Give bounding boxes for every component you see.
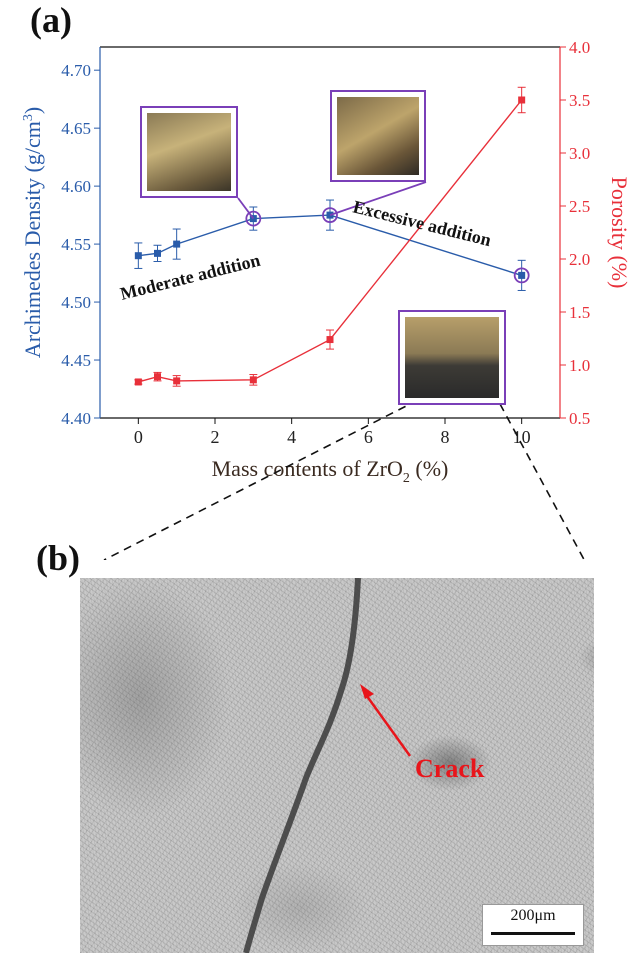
crack-arrow bbox=[362, 691, 412, 757]
x-tick-label-2: 4 bbox=[287, 427, 296, 447]
photo-connector-0 bbox=[237, 197, 255, 220]
density-porosity-chart: 0 2 4 6 8 10 4.40 4.45 4.50 4.55 4.60 4.65 4.70 0.5 1.… bbox=[20, 38, 632, 560]
y-left-tick-label-5: 4.65 bbox=[61, 119, 91, 138]
data-point-left bbox=[518, 271, 526, 279]
y-right-tick-label-6: 3.5 bbox=[569, 91, 590, 110]
sample-photo-low-zro2 bbox=[140, 106, 238, 198]
x-tick-label-0: 0 bbox=[134, 427, 143, 447]
y-left-tick-label-1: 4.45 bbox=[61, 351, 91, 370]
y-right-tick-label-1: 1.0 bbox=[569, 356, 590, 375]
y-right-axis-label: Porosity (%) bbox=[607, 177, 632, 289]
data-point-left bbox=[154, 249, 161, 257]
y-left-tick-label-4: 4.60 bbox=[61, 177, 91, 196]
photo-connector-1 bbox=[329, 181, 427, 216]
y-right-tick-label-0: 0.5 bbox=[569, 409, 590, 428]
y-right-tick-label-5: 3.0 bbox=[569, 144, 590, 163]
data-point-left bbox=[173, 240, 181, 248]
y-right-tick-label-7: 4.0 bbox=[569, 38, 590, 57]
data-point-left bbox=[134, 252, 142, 260]
data-point-right bbox=[154, 373, 161, 381]
y-left-tick-label-2: 4.50 bbox=[61, 293, 91, 312]
data-point-right bbox=[249, 376, 257, 384]
sample-photo-high-zro2 bbox=[398, 310, 506, 405]
highlight-circle-1 bbox=[322, 207, 338, 224]
y-right-tick-label-4: 2.5 bbox=[569, 197, 590, 216]
scale-bar-label: 200μm bbox=[510, 907, 556, 924]
annotation-excessive: Excessive addition bbox=[351, 196, 493, 250]
sample-photo-mid-zro2 bbox=[330, 90, 426, 182]
scale-bar-line bbox=[491, 932, 575, 935]
y-right-tick-label-2: 1.5 bbox=[569, 303, 590, 322]
scale-bar: 200μm bbox=[482, 904, 584, 946]
x-axis-label: Mass contents of ZrO2 (%) bbox=[212, 456, 449, 486]
data-point-right bbox=[326, 336, 334, 344]
y-left-tick-label-3: 4.55 bbox=[61, 235, 91, 254]
panel-label-b: (b) bbox=[36, 538, 80, 578]
highlight-circle-2 bbox=[513, 267, 530, 284]
y-right-tick-label-3: 2.0 bbox=[569, 250, 590, 269]
crack-arrow-head bbox=[360, 684, 374, 699]
x-tick-label-5: 10 bbox=[513, 427, 531, 447]
data-point-right bbox=[173, 377, 181, 385]
highlight-circle-0 bbox=[245, 210, 262, 227]
x-tick-label-4: 8 bbox=[441, 427, 450, 447]
x-tick-label-3: 6 bbox=[364, 427, 373, 447]
zoom-line-right bbox=[499, 403, 586, 560]
y-left-tick-label-6: 4.70 bbox=[61, 61, 91, 80]
y-left-tick-label-0: 4.40 bbox=[61, 409, 91, 428]
zoom-line-left bbox=[103, 399, 419, 560]
y-left-axis-label: Archimedes Density (g/cm3) bbox=[20, 107, 45, 358]
micrograph-image: Crack 200μm bbox=[80, 578, 594, 953]
data-point-right bbox=[134, 378, 142, 386]
panel-label-a: (a) bbox=[30, 0, 72, 40]
crack-line bbox=[243, 578, 361, 953]
crack-label: Crack bbox=[415, 754, 485, 783]
x-tick-label-1: 2 bbox=[211, 427, 220, 447]
data-point-right bbox=[518, 96, 526, 104]
